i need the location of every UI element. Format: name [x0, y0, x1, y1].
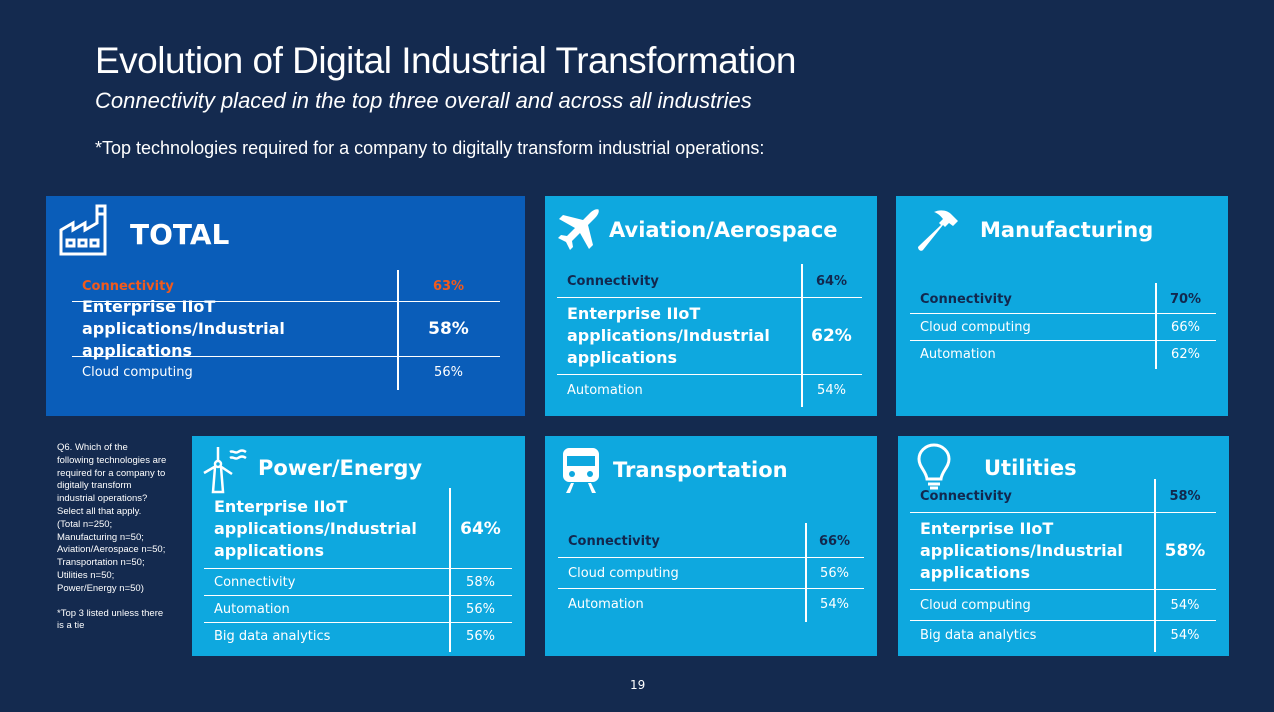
page-number: 19 — [630, 678, 646, 692]
percentage-value: 56% — [466, 601, 495, 617]
table-row: Big data analytics 54% — [910, 620, 1216, 650]
airplane-icon — [555, 206, 603, 254]
table-row: Cloud computing 56% — [72, 356, 500, 388]
survey-question-text: Q6. Which of the following technologies … — [57, 442, 167, 594]
percentage-value: 64% — [815, 274, 848, 289]
table-row: Enterprise IIoT applications/Industrial … — [910, 512, 1216, 589]
percentage-value: 58% — [466, 574, 495, 590]
technology-label: Connectivity — [567, 274, 659, 289]
train-icon — [561, 446, 601, 494]
table-row: Big data analytics 56% — [204, 622, 512, 650]
column-divider — [449, 488, 451, 652]
column-divider — [1154, 479, 1156, 652]
percentage-value: 63% — [432, 279, 465, 294]
percentage-value: 54% — [820, 597, 849, 612]
panel-table: Connectivity 66% Cloud computing 56% Automat… — [558, 523, 864, 622]
slide-subtitle: Connectivity placed in the top three ove… — [95, 88, 752, 113]
panel-title: TOTAL — [130, 218, 230, 251]
panel-table: Connectivity 70% Cloud computing 66% Automat… — [910, 283, 1216, 369]
technology-label: Automation — [568, 597, 644, 612]
percentage-value: 56% — [434, 365, 463, 380]
factory-icon — [58, 202, 114, 258]
technology-label: Cloud computing — [568, 565, 679, 581]
technology-label: Automation — [920, 346, 996, 362]
table-row: Connectivity 63% — [72, 272, 500, 301]
panel-title: Aviation/Aerospace — [609, 218, 838, 242]
technology-label: Connectivity — [920, 291, 1012, 307]
panel-title: Transportation — [613, 458, 788, 482]
panel-title: Utilities — [984, 456, 1077, 480]
table-row: Automation 62% — [910, 340, 1216, 367]
technology-label: Big data analytics — [920, 628, 1037, 643]
panel-manufacturing: Manufacturing Connectivity 70% Cloud comput… — [896, 196, 1228, 416]
technology-label: Connectivity — [82, 279, 174, 294]
percentage-value: 62% — [811, 326, 852, 346]
panel-table: Connectivity 64% Enterprise IIoT applicati… — [557, 264, 862, 407]
table-row: Connectivity 64% — [557, 266, 862, 297]
percentage-value: 58% — [428, 319, 469, 339]
table-row: Enterprise IIoT applications/Industrial … — [557, 297, 862, 374]
table-row: Connectivity 70% — [910, 285, 1216, 313]
column-divider — [801, 264, 803, 407]
panel-utilities: Utilities Connectivity 58% Enterprise IIoT … — [898, 436, 1229, 656]
panel-power: Power/Energy Enterprise IIoT applications… — [192, 436, 525, 656]
percentage-value: 54% — [1170, 597, 1200, 613]
panel-table: Connectivity 63% Enterprise IIoT applicati… — [72, 270, 500, 390]
slide-title: Evolution of Digital Industrial Transfor… — [95, 40, 796, 81]
hammer-icon — [914, 206, 962, 254]
slide-question: *Top technologies required for a company… — [95, 138, 765, 158]
technology-label: Big data analytics — [214, 629, 331, 644]
technology-label: Connectivity — [920, 489, 1012, 504]
column-divider — [1155, 283, 1157, 369]
technology-label: Cloud computing — [920, 319, 1031, 335]
survey-note: Q6. Which of the following technologies … — [57, 442, 167, 633]
table-row: Enterprise IIoT applications/Industrial … — [204, 490, 512, 568]
column-divider — [805, 523, 807, 622]
table-row: Automation 54% — [557, 374, 862, 405]
table-row: Cloud computing 54% — [910, 589, 1216, 620]
table-row: Enterprise IIoT applications/Industrial … — [72, 297, 500, 360]
technology-label: Enterprise IIoT applications/Industrial … — [920, 519, 1123, 582]
percentage-value: 58% — [1169, 489, 1201, 504]
percentage-value: 54% — [817, 382, 846, 398]
technology-label: Enterprise IIoT applications/Industrial … — [567, 304, 770, 367]
technology-label: Automation — [567, 382, 643, 398]
table-row: Automation 56% — [204, 595, 512, 622]
technology-label: Cloud computing — [920, 597, 1031, 613]
survey-footnote: *Top 3 listed unless there is a tie — [57, 607, 164, 632]
percentage-value: 54% — [1170, 628, 1200, 643]
percentage-value: 70% — [1169, 291, 1202, 307]
percentage-value: 64% — [460, 519, 501, 539]
panel-total: TOTAL Connectivity 63% Enterprise IIoT appl… — [46, 196, 525, 416]
panel-title: Manufacturing — [980, 218, 1154, 242]
technology-label: Connectivity — [214, 574, 296, 590]
panel-transportation: Transportation Connectivity 66% Cloud compu… — [545, 436, 877, 656]
panel-table: Enterprise IIoT applications/Industrial … — [204, 488, 512, 652]
panel-title: Power/Energy — [258, 456, 423, 480]
percentage-value: 56% — [820, 565, 849, 581]
table-row: Automation 54% — [558, 588, 864, 620]
table-row: Cloud computing 56% — [558, 557, 864, 588]
table-row: Connectivity 58% — [204, 568, 512, 595]
table-row: Cloud computing 66% — [910, 313, 1216, 340]
table-row: Connectivity 58% — [910, 481, 1216, 512]
percentage-value: 58% — [1164, 541, 1206, 561]
percentage-value: 66% — [818, 533, 851, 549]
percentage-value: 56% — [466, 629, 495, 644]
table-row: Connectivity 66% — [558, 525, 864, 557]
panel-aviation: Aviation/Aerospace Connectivity 64% Enterpr… — [545, 196, 877, 416]
percentage-value: 66% — [1171, 319, 1200, 335]
technology-label: Enterprise IIoT applications/Industrial … — [82, 297, 285, 360]
wind-turbine-icon — [202, 444, 248, 494]
technology-label: Connectivity — [568, 533, 660, 549]
technology-label: Enterprise IIoT applications/Industrial … — [214, 497, 417, 560]
technology-label: Automation — [214, 601, 290, 617]
panel-table: Connectivity 58% Enterprise IIoT applicati… — [910, 479, 1216, 652]
percentage-value: 62% — [1171, 346, 1200, 362]
column-divider — [397, 270, 399, 390]
technology-label: Cloud computing — [82, 365, 193, 380]
lightbulb-icon — [916, 442, 952, 490]
